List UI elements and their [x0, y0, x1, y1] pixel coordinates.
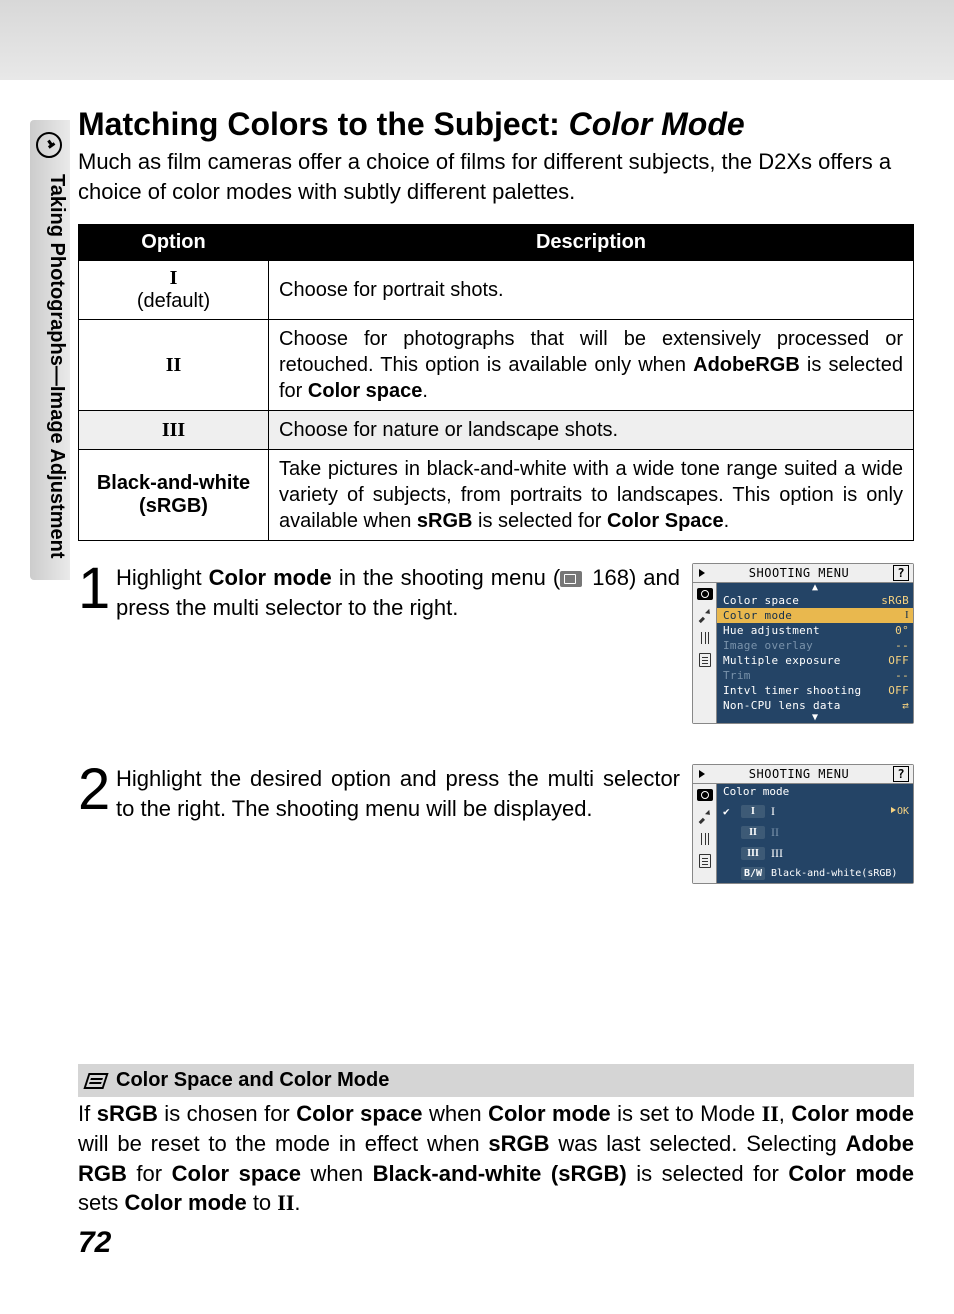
camera-icon: [697, 789, 713, 801]
step-text: Highlight Color mode in the shooting men…: [116, 563, 692, 724]
sidebar-tab: Taking Photographs—Image Adjustment: [30, 120, 70, 580]
header-description: Description: [269, 225, 914, 261]
lcd-left-icons: [693, 784, 717, 883]
lcd-option-item: B/WBlack-and-white(sRGB): [717, 864, 913, 883]
camera-icon: [697, 588, 713, 600]
lcd-menu-item: Color modeI: [717, 608, 913, 623]
table-header-row: Option Description: [79, 225, 914, 261]
header-band: [0, 0, 954, 80]
note-heading: Color Space and Color Mode: [78, 1064, 914, 1097]
lcd-option-item: IIIIII: [717, 843, 913, 864]
setup-icon: [701, 833, 709, 845]
table-row: IIChoose for photographs that will be ex…: [79, 320, 914, 411]
card-icon: [699, 854, 711, 868]
title-main: Matching Colors to the Subject:: [78, 106, 569, 142]
lcd-menu-item: Multiple exposureOFF: [717, 653, 913, 668]
lcd-menu-item: Color spacesRGB: [717, 593, 913, 608]
step-text: Highlight the desired option and press t…: [116, 764, 692, 884]
lcd-menu-item: Trim--: [717, 668, 913, 683]
note-body: If sRGB is chosen for Color space when C…: [78, 1099, 914, 1218]
lcd-menu-item: Hue adjustment0°: [717, 623, 913, 638]
step-2: 2 Highlight the desired option and press…: [78, 764, 914, 884]
description-cell: Choose for nature or landscape shots.: [269, 411, 914, 450]
sidebar-label: Taking Photographs—Image Adjustment: [30, 170, 68, 570]
card-icon: [699, 653, 711, 667]
camera-mode-icon: [36, 132, 62, 158]
table-row: I(default)Choose for portrait shots.: [79, 261, 914, 320]
option-cell: II: [79, 320, 269, 411]
step-number: 1: [78, 563, 116, 724]
step-number: 2: [78, 764, 116, 884]
setup-icon: [701, 632, 709, 644]
lcd-menu-item: Image overlay--: [717, 638, 913, 653]
help-icon: ?: [893, 565, 909, 581]
description-cell: Choose for photographs that will be exte…: [269, 320, 914, 411]
lcd-screenshot-shooting-menu: SHOOTING MENU ? ▲ Color spacesRGBColor m…: [692, 563, 914, 724]
lcd-left-icons: [693, 583, 717, 723]
help-icon: ?: [893, 766, 909, 782]
lcd-option-item: ✔IIOK: [717, 801, 913, 822]
page-content: Matching Colors to the Subject: Color Mo…: [78, 106, 914, 1260]
note-title: Color Space and Color Mode: [116, 1067, 389, 1094]
options-table: Option Description I(default)Choose for …: [78, 224, 914, 541]
note-icon: [83, 1073, 108, 1089]
option-cell: Black-and-white (sRGB): [79, 450, 269, 541]
table-row: IIIChoose for nature or landscape shots.: [79, 411, 914, 450]
note-block: Color Space and Color Mode If sRGB is ch…: [78, 1064, 914, 1218]
title-italic: Color Mode: [569, 106, 745, 142]
description-cell: Choose for portrait shots.: [269, 261, 914, 320]
option-cell: I(default): [79, 261, 269, 320]
lcd-option-list: Color mode ✔IIOKIIIIIIIIIIB/WBlack-and-w…: [717, 784, 913, 883]
lcd-menu-item: Intvl timer shootingOFF: [717, 683, 913, 698]
header-option: Option: [79, 225, 269, 261]
pencil-icon: [694, 606, 715, 627]
step-1: 1 Highlight Color mode in the shooting m…: [78, 563, 914, 724]
lcd-title: SHOOTING MENU: [705, 767, 893, 781]
description-cell: Take pictures in black-and-white with a …: [269, 450, 914, 541]
lcd-menu-item: Non-CPU lens data⇄: [717, 698, 913, 713]
section-title: Matching Colors to the Subject: Color Mo…: [78, 106, 914, 143]
page-number: 72: [78, 1226, 914, 1260]
table-row: Black-and-white (sRGB)Take pictures in b…: [79, 450, 914, 541]
pencil-icon: [694, 807, 715, 828]
lcd-menu-list: ▲ Color spacesRGBColor modeIHue adjustme…: [717, 583, 913, 723]
lcd-screenshot-color-mode: SHOOTING MENU ? Color mode ✔IIOKIIIIIIII…: [692, 764, 914, 884]
option-cell: III: [79, 411, 269, 450]
intro-paragraph: Much as film cameras offer a choice of f…: [78, 147, 914, 206]
lcd-option-item: IIII: [717, 822, 913, 843]
lcd-title: SHOOTING MENU: [705, 566, 893, 580]
lcd-subtitle: Color mode: [717, 784, 913, 801]
